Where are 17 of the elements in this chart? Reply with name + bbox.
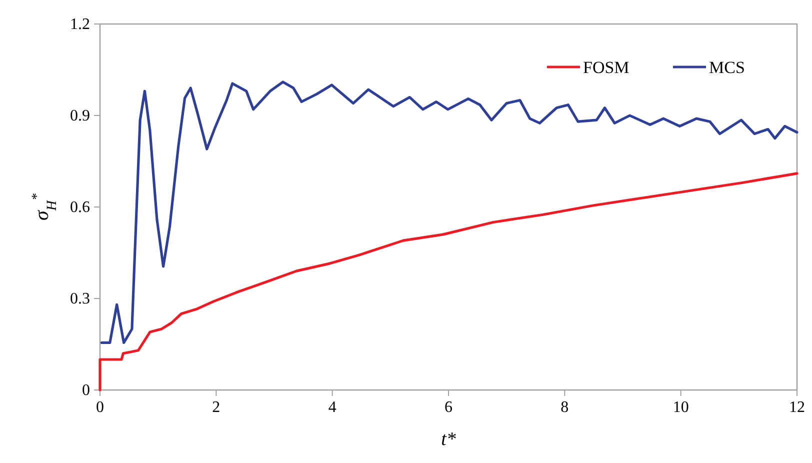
line-series [98, 172, 798, 392]
y-tick-label: 0.6 [70, 199, 90, 216]
legend-label: FOSM [583, 58, 630, 77]
x-tick-label: 0 [96, 399, 104, 416]
x-tick-label: 2 [212, 399, 220, 416]
x-tick-label: 10 [672, 399, 689, 416]
x-axis-title: t* [441, 429, 456, 450]
y-tick-label: 0.3 [70, 290, 90, 308]
x-tick-label: 12 [789, 399, 805, 416]
y-tick-label: 1.2 [70, 16, 90, 33]
x-tick-label: 6 [444, 399, 452, 416]
x-tick-label: 4 [328, 399, 336, 416]
x-tick-label: 8 [560, 399, 569, 416]
legend-label: MCS [709, 58, 745, 77]
y-tick-label: 0.9 [70, 108, 90, 124]
line-series [100, 80, 798, 344]
y-tick-label: 0 [82, 382, 90, 399]
